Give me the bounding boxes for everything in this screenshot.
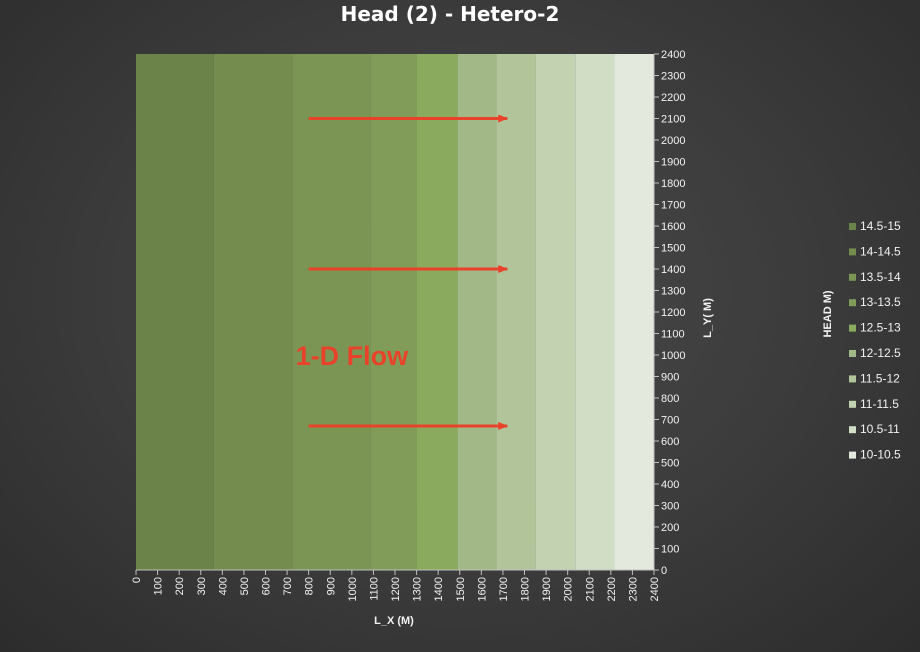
y-tick-label: 500 — [661, 458, 679, 470]
x-tick-label: 200 — [174, 577, 186, 595]
heatmap-band-4 — [416, 54, 458, 570]
x-tick-label: 500 — [239, 577, 251, 595]
legend-swatch — [849, 451, 856, 459]
legend-label: 14-14.5 — [860, 244, 901, 258]
legend-swatch — [849, 223, 856, 230]
x-tick-label: 400 — [217, 577, 229, 595]
legend-label: 11.5-12 — [860, 371, 900, 385]
y-tick-label: 900 — [661, 372, 679, 384]
x-tick-label: 100 — [153, 577, 165, 595]
legend-swatch — [849, 299, 856, 307]
legend-swatch — [849, 350, 856, 357]
x-tick-label: 1400 — [433, 577, 445, 601]
x-tick-label: 0 — [131, 577, 143, 583]
y-tick-label: 1600 — [661, 221, 685, 233]
x-tick-label: 1900 — [541, 577, 553, 601]
legend-label: 13.5-14 — [860, 270, 901, 284]
heatmap-band-8 — [575, 54, 615, 570]
y-tick-label: 2100 — [661, 114, 685, 126]
y-tick-label: 1500 — [661, 243, 685, 255]
y-tick-label: 1700 — [661, 200, 685, 212]
y-tick-label: 1000 — [661, 350, 685, 362]
legend-label: 12.5-13 — [860, 321, 901, 335]
legend-label: 14.5-15 — [860, 219, 901, 233]
y-tick-label: 1400 — [661, 264, 685, 276]
x-tick-label: 1800 — [520, 577, 532, 601]
x-tick-label: 2200 — [606, 577, 618, 601]
x-tick-label: 1100 — [368, 577, 380, 601]
heatmap-band-2 — [292, 54, 371, 570]
legend: 14.5-15 14-14.5 13.5-14 13-13.5 12.5-13 12-12… — [849, 219, 901, 462]
legend-label: 10.5-11 — [860, 422, 900, 436]
y-tick-label: 2000 — [661, 135, 685, 147]
y-tick-label: 1300 — [661, 286, 685, 298]
legend-label: 11-11.5 — [860, 397, 899, 411]
x-tick-label: 1300 — [412, 577, 424, 601]
x-tick-label: 300 — [196, 577, 208, 595]
x-tick-label: 900 — [325, 577, 337, 595]
heatmap-band-5 — [457, 54, 497, 570]
x-tick-label: 2000 — [563, 577, 575, 601]
heatmap-band-9 — [614, 54, 654, 570]
x-tick-label: 800 — [304, 577, 316, 595]
y-tick-label: 800 — [661, 393, 679, 405]
heatmap-band-3 — [370, 54, 417, 570]
x-tick-label: 1700 — [498, 577, 510, 601]
legend-swatch — [849, 400, 856, 408]
heatmap-band-0 — [136, 54, 214, 570]
legend-swatch — [849, 273, 856, 281]
legend-title: HEAD M) — [822, 290, 834, 337]
legend-label: 12-12.5 — [860, 346, 901, 360]
chart-title: Head (2) - Hetero-2 — [340, 2, 560, 26]
y-tick-label: 600 — [661, 436, 679, 448]
y-tick-label: 2300 — [661, 71, 685, 83]
y-axis-title: L_Y( M) — [702, 298, 714, 338]
y-tick-label: 1200 — [661, 307, 685, 319]
y-tick-label: 400 — [661, 479, 679, 491]
y-tick-label: 1900 — [661, 157, 685, 169]
y-axis: 0 100 200 300 400 500 600 700 800 900 1000 1100 1200… — [653, 49, 685, 577]
annotations: 1-D Flow — [296, 114, 509, 430]
x-tick-label: 2100 — [584, 577, 596, 601]
x-tick-label: 600 — [261, 577, 273, 595]
x-tick-label: 1000 — [347, 577, 359, 601]
x-tick-label: 700 — [282, 577, 294, 595]
legend-label: 13-13.5 — [860, 295, 901, 309]
x-axis: 0 100 200 300 400 500 600 700 800 900 1000 1100 1200… — [131, 569, 661, 601]
x-tick-label: 1500 — [455, 577, 467, 601]
y-tick-label: 300 — [661, 501, 679, 513]
legend-label: 10-10.5 — [860, 448, 901, 462]
x-tick-label: 1600 — [476, 577, 488, 601]
x-tick-label: 2300 — [627, 577, 639, 601]
x-axis-title: L_X (M) — [374, 615, 414, 627]
heatmap-band-7 — [535, 54, 576, 570]
legend-swatch — [849, 324, 856, 332]
x-tick-label: 2400 — [649, 577, 661, 601]
y-tick-label: 200 — [661, 522, 679, 534]
y-tick-label: 2200 — [661, 92, 685, 104]
heatmap-band-1 — [213, 54, 293, 570]
heatmap-bands — [136, 54, 654, 570]
legend-swatch — [849, 375, 856, 383]
legend-swatch — [849, 248, 856, 256]
y-tick-label: 1100 — [661, 329, 685, 341]
y-tick-label: 1800 — [661, 178, 685, 190]
y-tick-label: 0 — [661, 565, 667, 577]
y-tick-label: 2400 — [661, 49, 685, 61]
legend-swatch — [849, 426, 856, 434]
y-tick-label: 700 — [661, 415, 679, 427]
y-tick-label: 100 — [661, 544, 679, 556]
heatmap-band-6 — [496, 54, 536, 570]
flow-annotation-text: 1-D Flow — [296, 341, 409, 371]
x-tick-label: 1200 — [390, 577, 402, 601]
